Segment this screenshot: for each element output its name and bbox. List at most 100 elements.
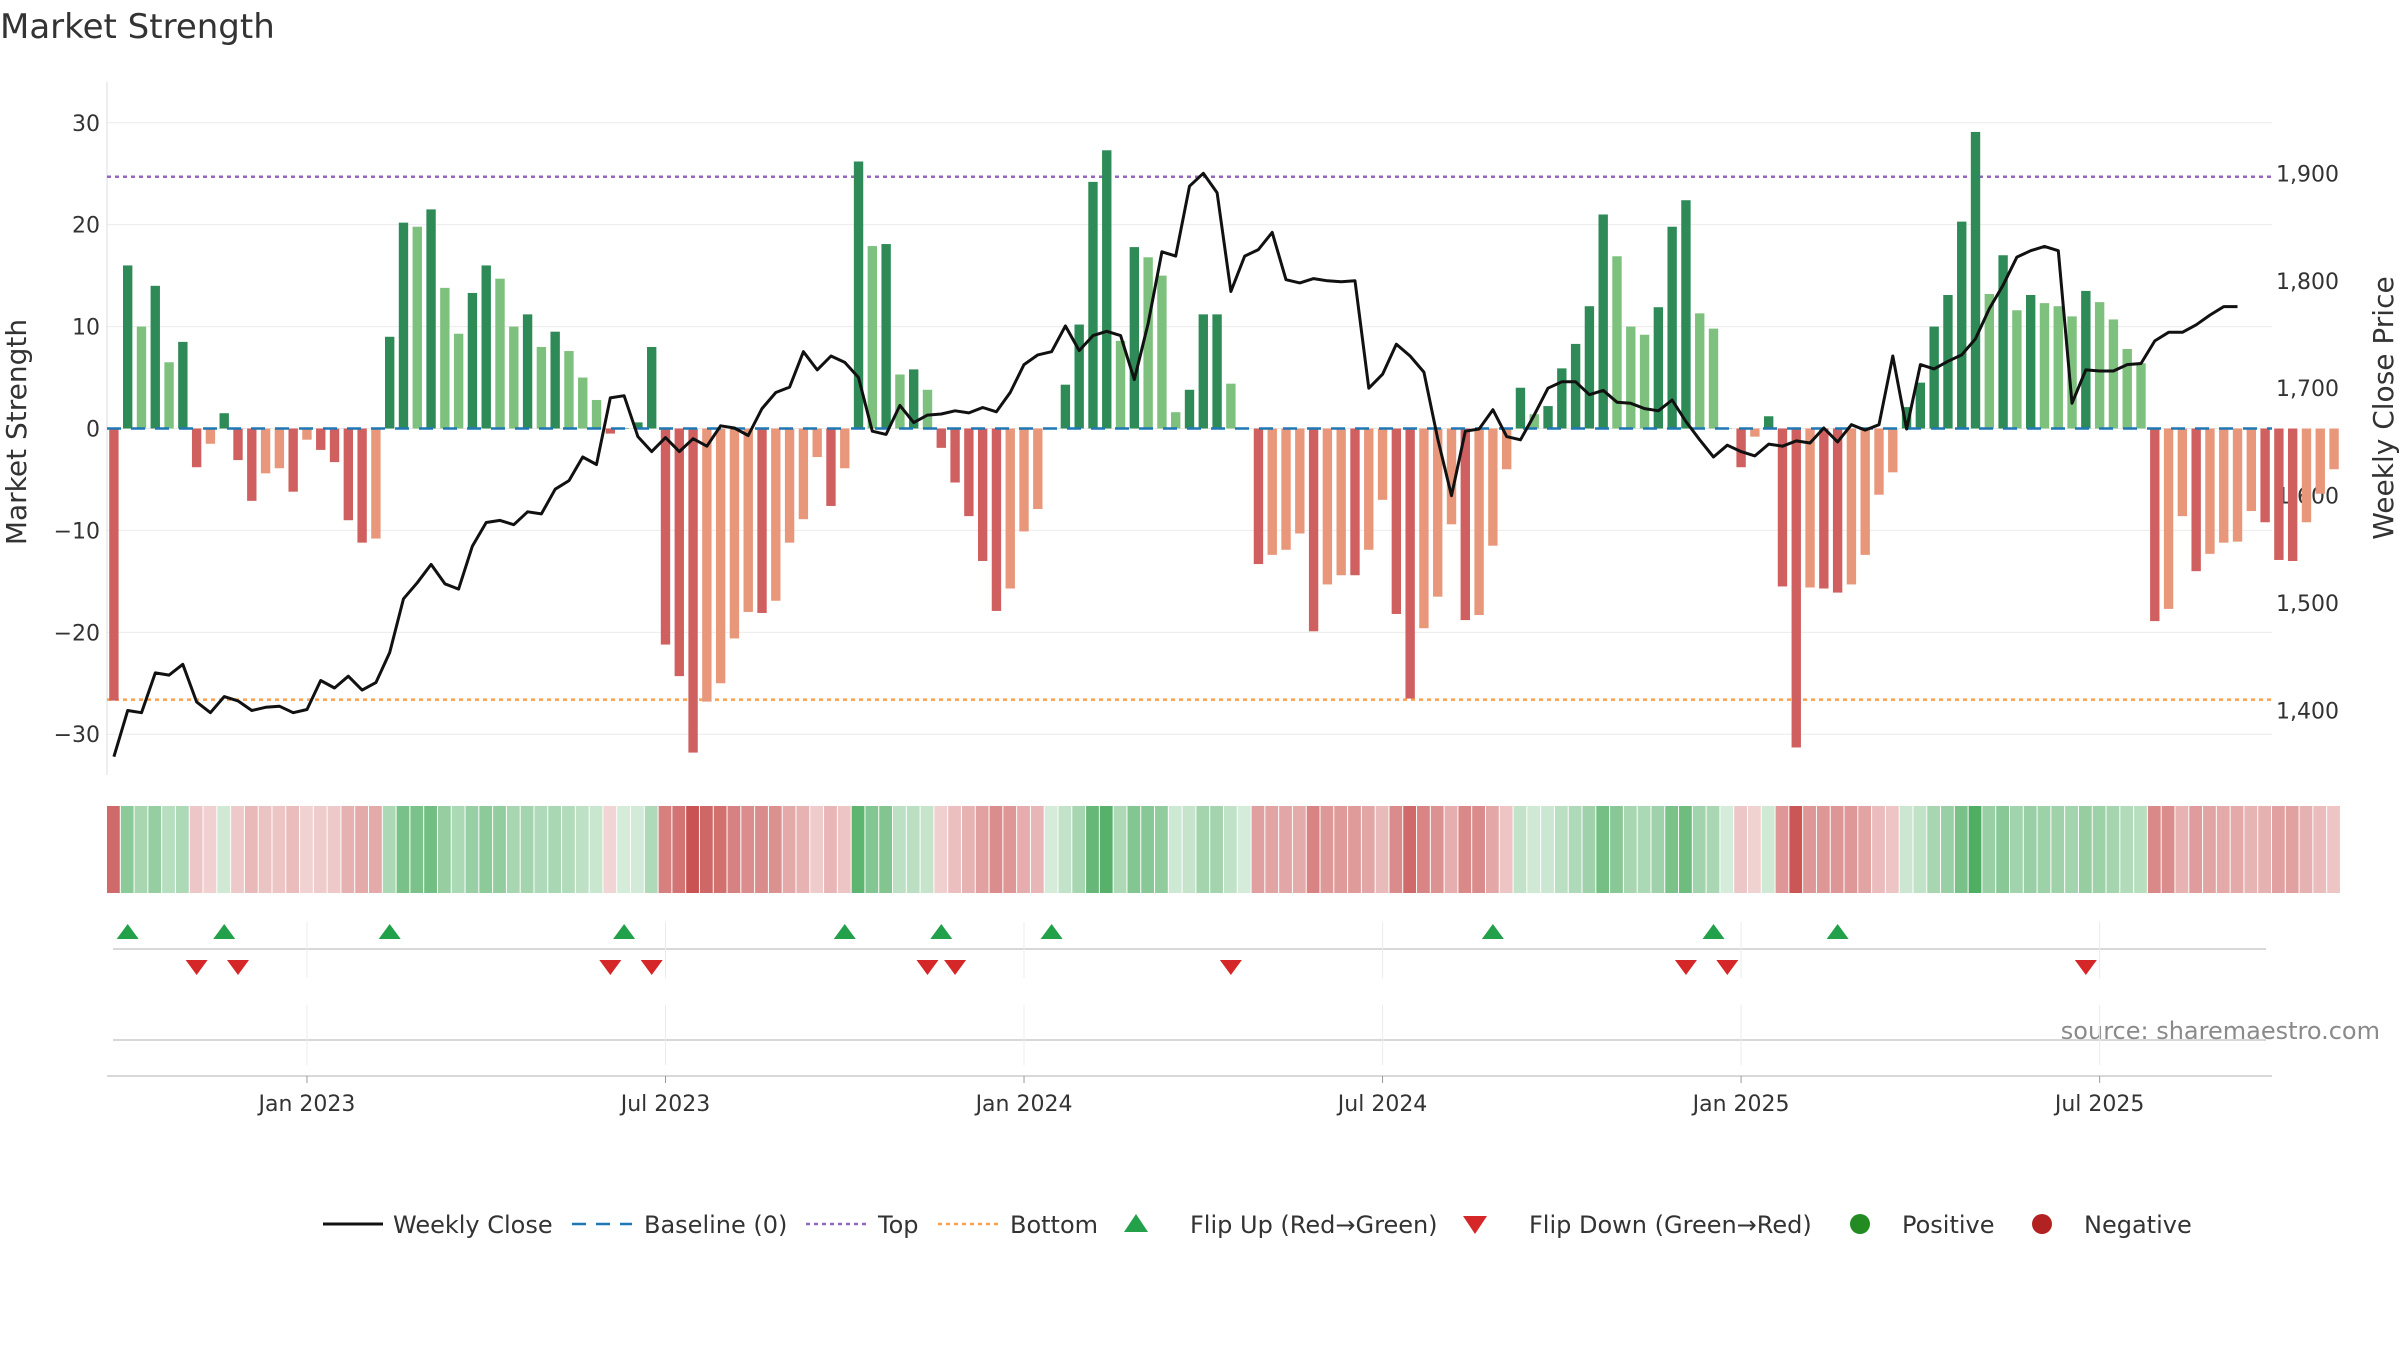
heat-cell (1941, 806, 1954, 893)
heat-cell (1706, 806, 1720, 893)
strength-bar (495, 278, 505, 429)
strength-bar (909, 369, 919, 429)
strength-bar (1019, 428, 1029, 532)
heat-cell (1996, 806, 2009, 893)
heat-cell (2203, 806, 2216, 893)
strength-bar (426, 209, 436, 429)
strength-bar (1446, 428, 1457, 525)
strength-bar (1860, 428, 1870, 555)
strength-bar (2081, 290, 2091, 429)
strength-bar (247, 428, 257, 501)
heat-cell (2161, 806, 2175, 893)
heat-cell (810, 806, 824, 893)
heat-cell (1651, 806, 1665, 893)
strength-bar (343, 428, 354, 521)
heat-cell (2175, 806, 2189, 893)
strength-bar (1957, 221, 1967, 429)
strength-bar (798, 428, 809, 520)
strength-bar (536, 346, 547, 429)
heat-cell (686, 806, 699, 893)
heat-cell (1251, 806, 1265, 893)
flip-up-marker (1702, 924, 1725, 939)
heat-cell (575, 806, 589, 893)
strength-bar (1226, 383, 1236, 429)
strength-bar (1529, 414, 1539, 429)
heat-cell (2078, 806, 2092, 893)
heat-cell (479, 806, 493, 893)
strength-bar (522, 314, 533, 429)
heat-cell (410, 806, 424, 893)
heat-cell (1444, 806, 1458, 893)
strength-bar (2067, 316, 2077, 429)
strength-bar (578, 377, 588, 429)
strength-bar (1970, 131, 1981, 429)
x-tick-label: Jan 2024 (974, 1092, 1073, 1117)
heat-cell (1237, 806, 1251, 893)
strength-bar (136, 326, 147, 429)
flip-down-marker (1219, 960, 1242, 975)
heat-cell (1568, 806, 1582, 893)
legend-label: Weekly Close (393, 1211, 553, 1239)
strength-bar (605, 428, 616, 434)
heat-cell (768, 806, 782, 893)
strength-bar (467, 292, 478, 429)
heat-cell (1637, 806, 1651, 893)
strength-bar (2260, 428, 2270, 523)
strength-bar (2232, 428, 2243, 542)
strength-bar (564, 351, 574, 429)
heat-cell (1292, 806, 1306, 893)
legend-swatch (1124, 1214, 1148, 1232)
strength-bar (2177, 428, 2188, 517)
heat-cell (1499, 806, 1513, 893)
strength-bar (1681, 200, 1691, 429)
heat-cell (1485, 806, 1499, 893)
y-axis-left-label: Market Strength (0, 319, 33, 545)
strength-bar (1212, 314, 1222, 429)
strength-bar (205, 428, 216, 444)
strength-bar (385, 336, 395, 429)
strength-bar (550, 331, 560, 429)
flip-up-marker (833, 924, 856, 939)
strength-bar (743, 428, 753, 612)
strength-bar (1874, 428, 1884, 495)
strength-bar (853, 161, 864, 429)
strength-bar (1777, 428, 1788, 587)
y-left-tick-label: 20 (72, 214, 100, 239)
heat-cell (2037, 806, 2051, 893)
strength-bar (922, 389, 933, 429)
heat-cell (1003, 806, 1017, 893)
heat-cell (286, 806, 300, 893)
strength-bar (1433, 428, 1443, 597)
heat-cell (451, 806, 465, 893)
heat-cell (2120, 806, 2134, 893)
strength-bar (2246, 428, 2257, 512)
heat-cell (1168, 806, 1182, 893)
heat-cell (134, 806, 148, 893)
strength-bar (1805, 428, 1815, 588)
heat-cell (893, 806, 906, 893)
strength-bar (1832, 428, 1843, 593)
legend-label: Positive (1902, 1211, 1995, 1239)
heat-cell (824, 806, 837, 893)
y-right-tick-label: 1,800 (2276, 270, 2339, 295)
x-tick-label: Jul 2023 (619, 1092, 711, 1117)
x-axis: Jan 2023 Jul 2023 Jan 2024 Jul 2024 Jan 2025… (107, 1075, 2272, 1117)
heat-cell (1265, 806, 1279, 893)
heat-cell (851, 806, 865, 893)
heat-cell (1223, 806, 1237, 893)
legend-label: Flip Up (Red→Green) (1190, 1211, 1438, 1239)
strength-bar (274, 428, 285, 469)
strength-bar (260, 428, 271, 474)
strength-bar (1557, 368, 1567, 429)
strength-bar (647, 346, 657, 429)
heat-cell (203, 806, 217, 893)
heat-cell (1472, 806, 1485, 893)
strength-bar (481, 265, 491, 429)
heat-cell (369, 806, 382, 893)
strength-bar (1763, 416, 1774, 429)
strength-bar (812, 428, 822, 458)
strength-bar (1391, 428, 1402, 614)
x-tick-label: Jan 2025 (1691, 1092, 1790, 1117)
strength-bar (2163, 428, 2174, 609)
